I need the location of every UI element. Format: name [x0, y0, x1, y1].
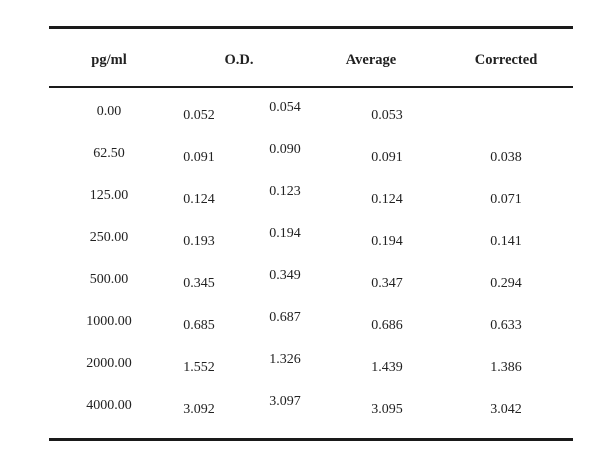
cell-od-1: 0.193: [183, 234, 215, 249]
cell-od-1: 1.552: [183, 360, 215, 375]
cell-corrected: 0.633: [490, 318, 522, 333]
cell-corrected: 0.071: [490, 192, 522, 207]
cell-od-2: 0.349: [269, 268, 301, 283]
cell-pgml: 2000.00: [86, 356, 132, 371]
cell-corrected: 3.042: [490, 402, 522, 417]
cell-od-1: 0.124: [183, 192, 215, 207]
cell-od-2: 3.097: [269, 394, 301, 409]
cell-average: 0.686: [371, 318, 403, 333]
cell-average: 0.194: [371, 234, 403, 249]
cell-od-2: 0.090: [269, 142, 301, 157]
cell-average: 0.124: [371, 192, 403, 207]
cell-od-1: 0.345: [183, 276, 215, 291]
table-header-rule: [49, 86, 573, 88]
cell-pgml: 62.50: [93, 146, 125, 161]
cell-average: 0.091: [371, 150, 403, 165]
cell-pgml: 125.00: [89, 188, 129, 203]
cell-pgml: 1000.00: [86, 314, 132, 329]
header-average: Average: [345, 52, 397, 68]
cell-pgml: 250.00: [89, 230, 129, 245]
cell-od-1: 3.092: [183, 402, 215, 417]
header-corrected: Corrected: [474, 52, 538, 68]
cell-average: 0.347: [371, 276, 403, 291]
cell-pgml: 4000.00: [86, 398, 132, 413]
header-od: O.D.: [224, 52, 254, 68]
cell-pgml: 0.00: [96, 104, 122, 119]
cell-average: 3.095: [371, 402, 403, 417]
header-pgml: pg/ml: [91, 52, 127, 68]
table-bottom-rule: [49, 438, 573, 441]
cell-od-1: 0.091: [183, 150, 215, 165]
cell-average: 0.053: [371, 108, 403, 123]
cell-corrected: 0.038: [490, 150, 522, 165]
cell-corrected: 1.386: [490, 360, 522, 375]
cell-od-1: 0.685: [183, 318, 215, 333]
cell-average: 1.439: [371, 360, 403, 375]
cell-od-2: 0.123: [269, 184, 301, 199]
cell-od-1: 0.052: [183, 108, 215, 123]
cell-corrected: 0.294: [490, 276, 522, 291]
cell-od-2: 0.054: [269, 100, 301, 115]
cell-od-2: 0.194: [269, 226, 301, 241]
cell-pgml: 500.00: [89, 272, 129, 287]
cell-od-2: 0.687: [269, 310, 301, 325]
cell-corrected: 0.141: [490, 234, 522, 249]
table-top-rule: [49, 26, 573, 29]
cell-od-2: 1.326: [269, 352, 301, 367]
data-table: pg/ml O.D. Average Corrected 0.00 0.052 0.…: [49, 26, 573, 442]
